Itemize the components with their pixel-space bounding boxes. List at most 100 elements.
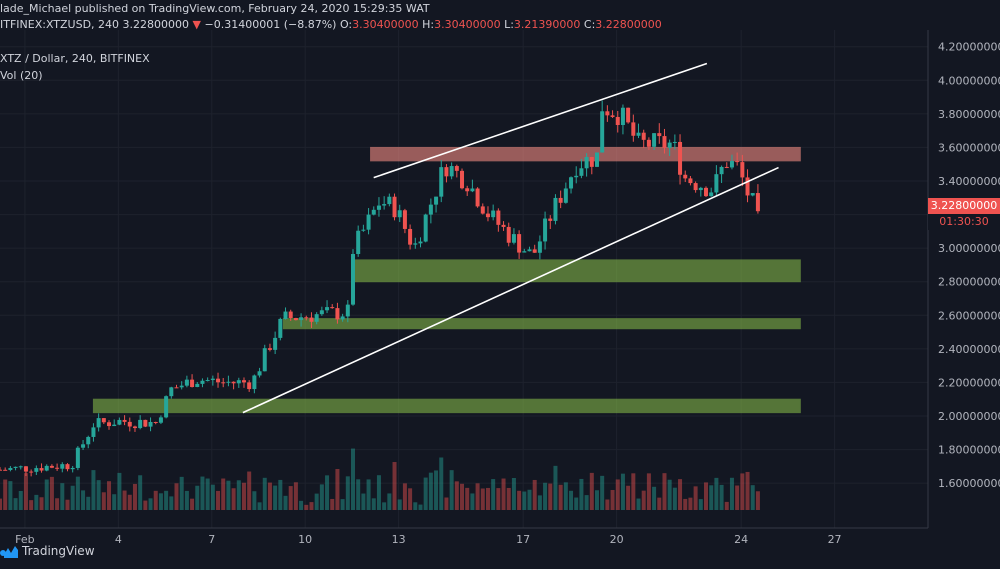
volume-bar xyxy=(267,482,272,510)
volume-bar xyxy=(112,494,117,510)
candle-body xyxy=(522,251,527,253)
price-tick-label: 3.80000000 xyxy=(938,108,1000,121)
candle-body xyxy=(537,241,542,253)
volume-bar xyxy=(574,497,579,510)
volume-bar xyxy=(366,479,371,510)
volume-bar xyxy=(678,479,683,510)
volume-bar xyxy=(81,490,86,510)
candle-body xyxy=(543,218,548,242)
volume-bar xyxy=(309,502,314,510)
volume-bar xyxy=(641,490,646,510)
trendline xyxy=(242,166,779,414)
volume-bar xyxy=(96,480,101,510)
candle-body xyxy=(569,177,574,189)
volume-bar xyxy=(39,497,44,510)
volume-bar xyxy=(740,473,745,510)
high-value: 3.30400000 xyxy=(434,18,501,31)
volume-bar xyxy=(439,457,444,510)
candle-body xyxy=(418,241,423,244)
candle-body xyxy=(558,197,563,203)
candle-body xyxy=(221,382,226,384)
candle-body xyxy=(278,318,283,338)
candle-body xyxy=(75,447,80,468)
price-tick-label: 4.00000000 xyxy=(938,74,1000,87)
volume-bar xyxy=(0,498,2,510)
volume-bar xyxy=(351,448,356,510)
candle-body xyxy=(351,254,356,305)
volume-bar xyxy=(750,485,755,510)
candle-body xyxy=(745,177,750,196)
volume-bar xyxy=(646,473,651,510)
candle-body xyxy=(309,317,314,322)
volume-bar xyxy=(283,495,288,510)
publish-header: lade_Michael published on TradingView.co… xyxy=(0,0,1000,18)
badge-countdown: 01:30:30 xyxy=(928,214,1000,230)
volume-bar xyxy=(345,476,350,510)
volume-bar xyxy=(361,493,366,510)
volume-bar xyxy=(75,476,80,510)
volume-bar xyxy=(18,491,23,510)
candle-body xyxy=(683,174,688,179)
candle-body xyxy=(589,157,594,167)
volume-bar xyxy=(662,473,667,510)
candle-body xyxy=(709,192,714,197)
volume-bar xyxy=(615,479,620,510)
candle-body xyxy=(719,166,724,175)
candle-body xyxy=(55,467,60,469)
volume-bar xyxy=(569,490,574,510)
candle-body xyxy=(408,228,413,245)
candle-body xyxy=(491,210,496,218)
volume-bar xyxy=(408,488,413,510)
candle-body xyxy=(517,234,522,253)
candle-body xyxy=(506,226,511,243)
volume-bar xyxy=(325,475,330,510)
candle-body xyxy=(548,218,553,221)
volume-bar xyxy=(444,497,449,510)
candle-body xyxy=(496,210,501,225)
volume-bar xyxy=(589,472,594,510)
price-axis: 4.20000000 4.00000000 3.80000000 3.60000000… xyxy=(927,0,1000,569)
candle-body xyxy=(750,193,755,196)
volume-bar xyxy=(693,486,698,510)
candle-body xyxy=(184,379,189,386)
candle-body xyxy=(8,467,13,470)
ohlc-row: ITFINEX:XTZUSD, 240 3.22800000 ▼ −0.3140… xyxy=(0,17,662,33)
candle-body xyxy=(148,421,153,427)
candle-body xyxy=(501,224,506,227)
volume-bar xyxy=(423,477,428,510)
volume-bar xyxy=(60,483,65,510)
time-tick-label: 24 xyxy=(734,533,748,546)
candle-body xyxy=(23,466,28,472)
candle-body xyxy=(755,193,760,212)
candle-body xyxy=(356,230,361,255)
volume-bar xyxy=(594,490,599,510)
volume-bar xyxy=(205,478,210,510)
candle-body xyxy=(646,139,651,147)
candle-body xyxy=(174,387,179,389)
volume-bar xyxy=(465,487,470,510)
volume-bar xyxy=(221,478,226,510)
volume-bar xyxy=(485,487,490,510)
candle-body xyxy=(231,381,236,384)
volume-bar xyxy=(610,490,615,510)
volume-bar xyxy=(413,502,418,510)
volume-bar xyxy=(8,481,13,510)
candle-body xyxy=(714,174,719,193)
candle-body xyxy=(241,380,246,383)
volume-bar xyxy=(3,479,8,510)
candle-body xyxy=(143,419,148,427)
candle-body xyxy=(179,385,184,388)
volume-bar xyxy=(184,490,189,510)
series-legend[interactable]: XTZ / Dollar, 240, BITFINEX xyxy=(0,52,150,65)
tradingview-logo[interactable]: TradingView xyxy=(0,544,95,558)
candle-body xyxy=(293,318,298,321)
candle-body xyxy=(117,419,122,425)
candle-body xyxy=(428,204,433,215)
volume-legend[interactable]: Vol (20) xyxy=(0,69,43,82)
last-price-badge: 3.22800000 01:30:30 xyxy=(928,198,1000,230)
candle-body xyxy=(96,418,101,428)
volume-bar xyxy=(454,481,459,510)
open-label: O: xyxy=(339,18,353,31)
candle-body xyxy=(29,471,34,473)
